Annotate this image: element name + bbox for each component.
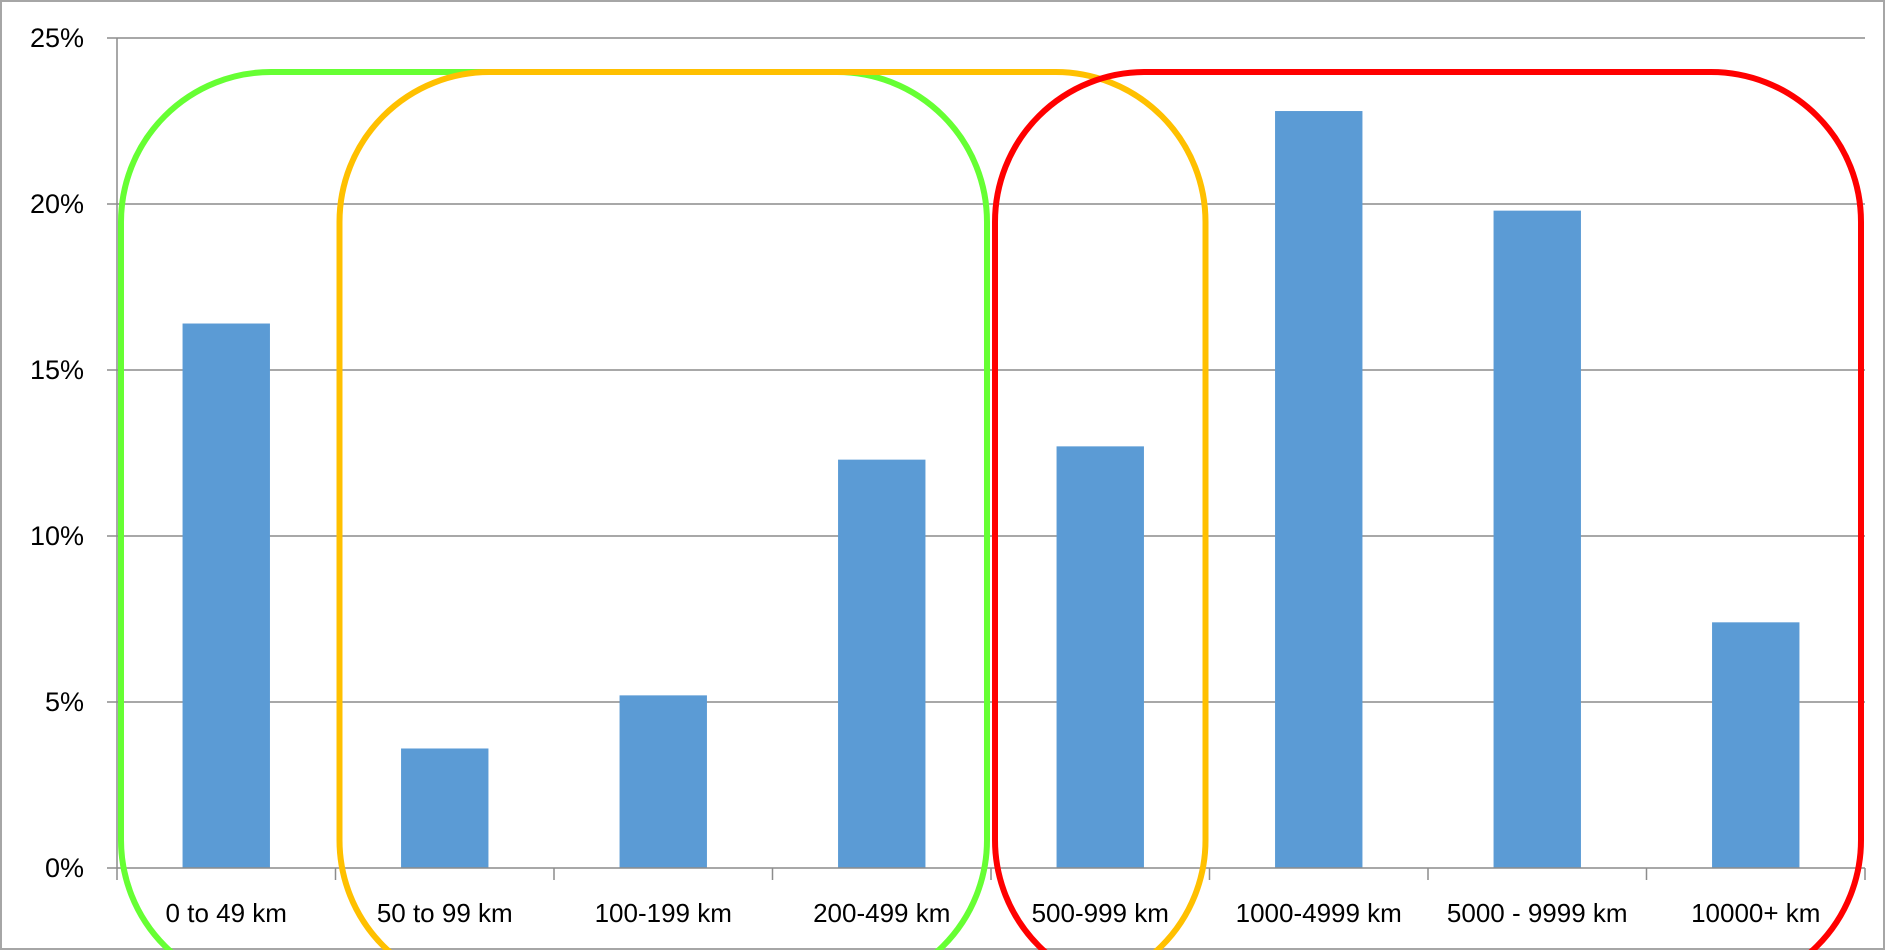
x-tick-label: 100-199 km — [595, 898, 732, 928]
x-tick-label: 500-999 km — [1032, 898, 1169, 928]
axes — [107, 37, 1866, 880]
y-tick-labels: 0% 5% 10% 15% 20% 25% — [30, 23, 84, 883]
bar — [1712, 622, 1800, 868]
bar — [1275, 111, 1363, 869]
x-tick-label: 5000 - 9999 km — [1447, 898, 1628, 928]
bar — [1056, 446, 1144, 868]
bars — [182, 111, 1800, 869]
y-tick-label: 25% — [30, 23, 84, 53]
y-tick-label: 10% — [30, 521, 84, 551]
x-tick-label: 0 to 49 km — [166, 898, 287, 928]
x-tick-label: 200-499 km — [813, 898, 950, 928]
bar — [182, 323, 270, 868]
x-tick-label: 1000-4999 km — [1236, 898, 1402, 928]
x-tick-label: 50 to 99 km — [377, 898, 513, 928]
grouping-outline — [992, 69, 1864, 950]
y-tick-label: 20% — [30, 189, 84, 219]
bar — [401, 748, 489, 868]
x-tick-label: 10000+ km — [1691, 898, 1820, 928]
grouping-outline — [336, 69, 1209, 950]
y-tick-label: 0% — [45, 853, 84, 883]
y-tick-label: 15% — [30, 355, 84, 385]
bar — [838, 459, 926, 868]
bar — [1493, 210, 1581, 868]
x-tick-labels: 0 to 49 km 50 to 99 km 100-199 km 200-499 k… — [166, 898, 1821, 928]
y-tick-label: 5% — [45, 687, 84, 717]
bar — [619, 695, 707, 868]
grouping-outlines — [118, 69, 1864, 950]
